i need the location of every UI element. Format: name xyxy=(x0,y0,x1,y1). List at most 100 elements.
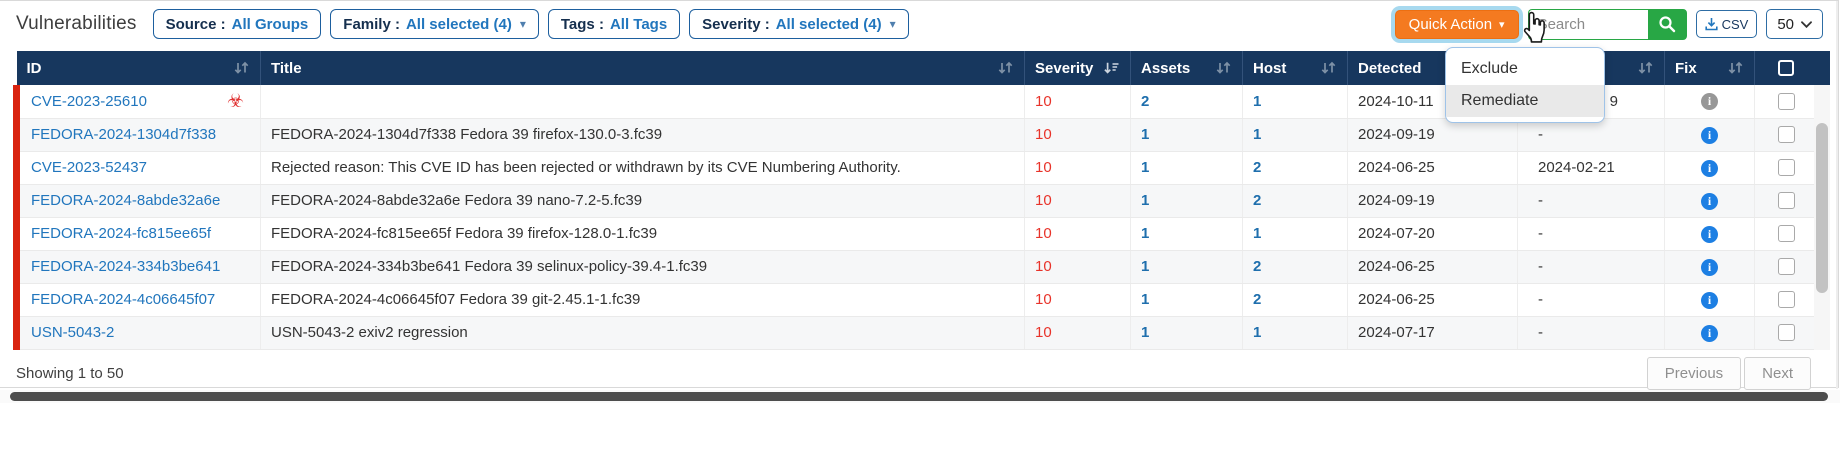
table-row: FEDORA-2024-1304d7f338 FEDORA-2024-1304d7… xyxy=(13,118,1818,152)
col-header-assets[interactable]: Assets xyxy=(1130,51,1243,85)
chevron-down-icon: ▾ xyxy=(519,17,526,31)
cell-detected: 2024-06-25 xyxy=(1347,151,1518,185)
row-checkbox[interactable] xyxy=(1777,159,1795,176)
cell-title: USN-5043-2 exiv2 regression xyxy=(260,316,1025,350)
chevron-down-icon: ▾ xyxy=(889,17,896,31)
search-input[interactable] xyxy=(1527,8,1648,40)
cell-severity: 10 xyxy=(1024,316,1131,350)
search-button[interactable] xyxy=(1647,8,1687,40)
cell-severity: 10 xyxy=(1024,151,1131,185)
quick-action-button[interactable]: Quick Action ▾ xyxy=(1394,9,1519,39)
cell-detected: 2024-09-19 xyxy=(1347,184,1518,218)
cell-host: 1 xyxy=(1242,118,1348,152)
cell-severity: 10 xyxy=(1024,118,1131,152)
vuln-id-link[interactable]: FEDORA-2024-334b3be641 xyxy=(31,258,221,275)
page-size-select[interactable]: 50 xyxy=(1766,9,1823,39)
filter-tags[interactable]: Tags : All Tags xyxy=(547,9,681,39)
vuln-id-link[interactable]: CVE-2023-52437 xyxy=(31,159,147,176)
vuln-id-link[interactable]: CVE-2023-25610 xyxy=(31,92,147,110)
cell-checkbox xyxy=(1754,85,1818,119)
vuln-id-link[interactable]: FEDORA-2024-1304d7f338 xyxy=(31,126,217,143)
cell-fix: i xyxy=(1664,283,1755,317)
sort-icon xyxy=(234,61,249,74)
cell-checkbox xyxy=(1754,283,1818,317)
vulnerabilities-table: ID Title Severity Assets Host Detected F… xyxy=(13,51,1830,350)
cell-id: FEDORA-2024-1304d7f338 xyxy=(13,118,261,152)
cell-title: FEDORA-2024-1304d7f338 Fedora 39 firefox… xyxy=(260,118,1025,152)
table-body: CVE-2023-25610 ☣ 10 2 1 2024-10-11 9 i FEDORA-20… xyxy=(13,85,1818,350)
table-row: CVE-2023-52437 Rejected reason: This CVE … xyxy=(13,151,1818,185)
select-all-checkbox[interactable] xyxy=(1778,60,1795,76)
download-icon xyxy=(1704,18,1718,31)
cell-fix: i xyxy=(1664,217,1755,251)
cell-fix: i xyxy=(1664,184,1755,218)
vuln-id-link[interactable]: FEDORA-2024-8abde32a6e xyxy=(31,192,221,209)
vertical-scrollbar-thumb[interactable] xyxy=(1816,123,1828,293)
sort-icon xyxy=(1321,61,1336,74)
fix-info-icon[interactable]: i xyxy=(1701,324,1718,342)
filter-severity[interactable]: Severity : All selected (4) ▾ xyxy=(689,9,909,39)
cell-fixed: - xyxy=(1517,217,1665,251)
cell-title xyxy=(260,85,1025,119)
col-header-fix[interactable]: Fix xyxy=(1664,51,1755,85)
menu-item-exclude[interactable]: Exclude xyxy=(1461,60,1518,77)
filter-source[interactable]: Source : All Groups xyxy=(152,9,322,39)
col-header-select[interactable] xyxy=(1754,51,1818,85)
next-button[interactable]: Next xyxy=(1744,357,1811,390)
cell-fixed: - xyxy=(1517,184,1665,218)
cell-checkbox xyxy=(1754,250,1818,284)
cell-checkbox xyxy=(1754,217,1818,251)
fix-info-icon[interactable]: i xyxy=(1701,93,1718,111)
vuln-id-link[interactable]: FEDORA-2024-fc815ee65f xyxy=(31,225,212,242)
cell-id: FEDORA-2024-4c06645f07 xyxy=(13,283,261,317)
row-checkbox[interactable] xyxy=(1777,225,1795,242)
col-header-detected[interactable]: Detected xyxy=(1347,51,1518,85)
cell-detected: 2024-09-19 xyxy=(1347,118,1518,152)
fix-info-icon[interactable]: i xyxy=(1701,225,1718,243)
previous-button[interactable]: Previous xyxy=(1646,357,1742,390)
row-checkbox[interactable] xyxy=(1777,192,1795,209)
fix-info-icon[interactable]: i xyxy=(1701,258,1718,276)
cell-severity: 10 xyxy=(1024,217,1131,251)
cell-detected: 2024-06-25 xyxy=(1347,250,1518,284)
menu-item-remediate[interactable]: Remediate xyxy=(1446,85,1604,117)
vuln-id-link[interactable]: USN-5043-2 xyxy=(31,324,115,341)
col-header-host[interactable]: Host xyxy=(1242,51,1348,85)
csv-export-button[interactable]: CSV xyxy=(1695,10,1758,38)
cell-title: FEDORA-2024-fc815ee65f Fedora 39 firefox… xyxy=(260,217,1025,251)
cell-assets: 2 xyxy=(1130,85,1243,119)
row-checkbox[interactable] xyxy=(1777,126,1795,143)
fix-info-icon[interactable]: i xyxy=(1701,126,1718,144)
row-checkbox[interactable] xyxy=(1777,291,1795,308)
row-checkbox[interactable] xyxy=(1777,324,1795,341)
cell-severity: 10 xyxy=(1024,250,1131,284)
cell-fixed: - xyxy=(1517,118,1665,152)
table-row: FEDORA-2024-fc815ee65f FEDORA-2024-fc815e… xyxy=(13,217,1818,251)
cell-assets: 1 xyxy=(1130,184,1243,218)
horizontal-scrollbar-thumb[interactable] xyxy=(10,392,1828,401)
filter-bar: Source : All Groups Family : All selecte… xyxy=(152,9,909,39)
row-checkbox[interactable] xyxy=(1777,92,1795,110)
row-checkbox[interactable] xyxy=(1777,258,1795,275)
col-header-title[interactable]: Title xyxy=(260,51,1025,85)
col-header-severity[interactable]: Severity xyxy=(1024,51,1131,85)
fix-info-icon[interactable]: i xyxy=(1701,192,1718,210)
sort-icon xyxy=(1216,61,1231,74)
vuln-id-link[interactable]: FEDORA-2024-4c06645f07 xyxy=(31,291,216,308)
cell-host: 2 xyxy=(1242,151,1348,185)
cell-severity: 10 xyxy=(1024,184,1131,218)
cell-assets: 1 xyxy=(1130,151,1243,185)
cell-title: Rejected reason: This CVE ID has been re… xyxy=(260,151,1025,185)
fix-info-icon[interactable]: i xyxy=(1701,291,1718,309)
fix-info-icon[interactable]: i xyxy=(1701,159,1718,177)
cell-id: CVE-2023-25610 ☣ xyxy=(13,85,261,119)
filter-family[interactable]: Family : All selected (4) ▾ xyxy=(330,9,539,39)
sort-icon xyxy=(998,61,1013,74)
col-header-id[interactable]: ID xyxy=(16,51,261,85)
sort-icon xyxy=(1728,61,1743,74)
cell-fixed: - xyxy=(1517,283,1665,317)
quick-action-menu: Exclude Remediate xyxy=(1445,47,1605,123)
cell-fix: i xyxy=(1664,316,1755,350)
cell-fixed: - xyxy=(1517,316,1665,350)
